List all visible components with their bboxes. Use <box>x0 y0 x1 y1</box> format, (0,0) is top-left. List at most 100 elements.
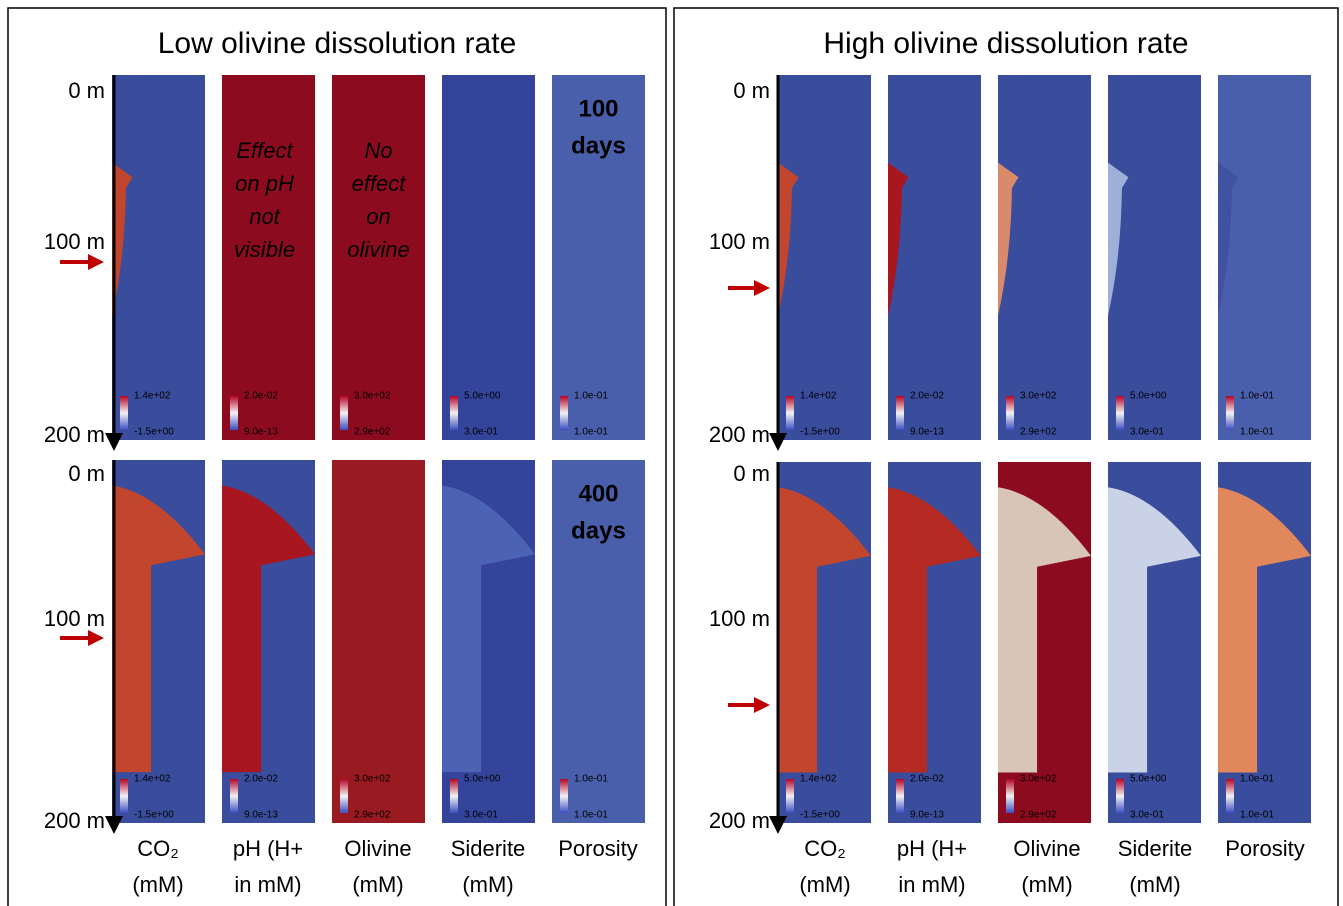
time-label: days <box>571 517 626 544</box>
colorbar <box>340 779 348 813</box>
colorbar-min: 3.0e-01 <box>1130 810 1164 821</box>
colorbar-max: 5.0e+00 <box>464 391 501 402</box>
colorbar <box>786 779 794 813</box>
colorbar-min: 1.0e-01 <box>574 810 608 821</box>
colorbar-max: 3.0e+02 <box>1020 391 1057 402</box>
colorbar-max: 3.0e+02 <box>354 391 391 402</box>
field-image <box>778 75 871 440</box>
annotation: on pH <box>235 171 294 196</box>
field-image <box>1108 75 1201 440</box>
field-image <box>442 75 535 440</box>
depth-label: 0 m <box>733 461 770 486</box>
annotation: olivine <box>347 237 409 262</box>
colorbar-max: 2.0e-02 <box>244 774 278 785</box>
field-image <box>552 75 645 440</box>
colorbar-max: 1.4e+02 <box>134 391 171 402</box>
colorbar-max: 1.4e+02 <box>800 774 837 785</box>
column-label: (mM) <box>1129 872 1180 897</box>
colorbar-max: 2.0e-02 <box>910 774 944 785</box>
colorbar <box>896 779 904 813</box>
column-label: in mM) <box>898 872 965 897</box>
colorbar-min: 1.0e-01 <box>1240 427 1274 438</box>
annotation: visible <box>234 237 295 262</box>
colorbar <box>230 779 238 813</box>
field-image <box>552 460 645 823</box>
field-image <box>1218 75 1311 440</box>
depth-label: 100 m <box>44 229 105 254</box>
depth-label: 100 m <box>44 606 105 631</box>
time-label: 100 <box>578 95 618 122</box>
colorbar-min: 2.9e+02 <box>354 810 391 821</box>
colorbar-min: -1.5e+00 <box>134 810 174 821</box>
depth-label: 200 m <box>709 422 770 447</box>
column-label: Porosity <box>1225 836 1304 861</box>
depth-label: 200 m <box>709 808 770 833</box>
depth-label: 100 m <box>709 229 770 254</box>
colorbar-max: 5.0e+00 <box>1130 391 1167 402</box>
colorbar-min: 9.0e-13 <box>910 427 944 438</box>
colorbar <box>560 396 568 430</box>
column-label: Olivine <box>344 836 411 861</box>
annotation: on <box>366 204 390 229</box>
colorbar <box>1226 779 1234 813</box>
column-label: CO₂ <box>804 836 846 861</box>
column-label: (mM) <box>1021 872 1072 897</box>
panel-title: High olivine dissolution rate <box>823 27 1188 60</box>
colorbar <box>120 779 128 813</box>
depth-label: 200 m <box>44 422 105 447</box>
column-label: (mM) <box>799 872 850 897</box>
colorbar-max: 3.0e+02 <box>354 774 391 785</box>
field-image <box>888 75 981 440</box>
column-label: pH (H+ <box>897 836 967 861</box>
annotation: not <box>249 204 280 229</box>
column-label: (mM) <box>352 872 403 897</box>
colorbar-min: -1.5e+00 <box>134 427 174 438</box>
colorbar-min: 1.0e-01 <box>1240 810 1274 821</box>
field-image <box>332 460 425 823</box>
colorbar-min: 9.0e-13 <box>910 810 944 821</box>
colorbar-max: 1.0e-01 <box>574 391 608 402</box>
column-label: Siderite <box>451 836 526 861</box>
colorbar-max: 2.0e-02 <box>244 391 278 402</box>
colorbar <box>560 779 568 813</box>
column-label: (mM) <box>462 872 513 897</box>
panel-title: Low olivine dissolution rate <box>158 27 517 60</box>
colorbar-max: 1.0e-01 <box>574 774 608 785</box>
colorbar-max: 1.4e+02 <box>800 391 837 402</box>
figure: Low olivine dissolution rate 1.4e+02 -1.5e… <box>0 0 1343 906</box>
colorbar <box>1116 396 1124 430</box>
colorbar <box>450 779 458 813</box>
colorbar <box>1226 396 1234 430</box>
colorbar <box>896 396 904 430</box>
colorbar-min: 2.9e+02 <box>1020 427 1057 438</box>
time-label: days <box>571 132 626 159</box>
depth-label: 0 m <box>68 78 105 103</box>
colorbar-min: 1.0e-01 <box>574 427 608 438</box>
colorbar <box>1006 396 1014 430</box>
column-label: in mM) <box>234 872 301 897</box>
colorbar-max: 3.0e+02 <box>1020 774 1057 785</box>
colorbar <box>1116 779 1124 813</box>
colorbar-min: -1.5e+00 <box>800 810 840 821</box>
column-label: (mM) <box>132 872 183 897</box>
colorbar <box>786 396 794 430</box>
colorbar <box>1006 779 1014 813</box>
colorbar-max: 1.4e+02 <box>134 774 171 785</box>
colorbar <box>120 396 128 430</box>
colorbar <box>450 396 458 430</box>
colorbar-max: 1.0e-01 <box>1240 391 1274 402</box>
field-image <box>112 75 205 440</box>
column-label: pH (H+ <box>233 836 303 861</box>
colorbar-min: 3.0e-01 <box>1130 427 1164 438</box>
colorbar-max: 1.0e-01 <box>1240 774 1274 785</box>
colorbar-min: 9.0e-13 <box>244 810 278 821</box>
colorbar <box>230 396 238 430</box>
depth-label: 100 m <box>709 606 770 631</box>
colorbar-max: 5.0e+00 <box>464 774 501 785</box>
column-label: Porosity <box>558 836 637 861</box>
depth-label: 0 m <box>733 78 770 103</box>
depth-label: 0 m <box>68 461 105 486</box>
annotation: No <box>364 138 392 163</box>
colorbar-max: 2.0e-02 <box>910 391 944 402</box>
colorbar-min: 9.0e-13 <box>244 427 278 438</box>
